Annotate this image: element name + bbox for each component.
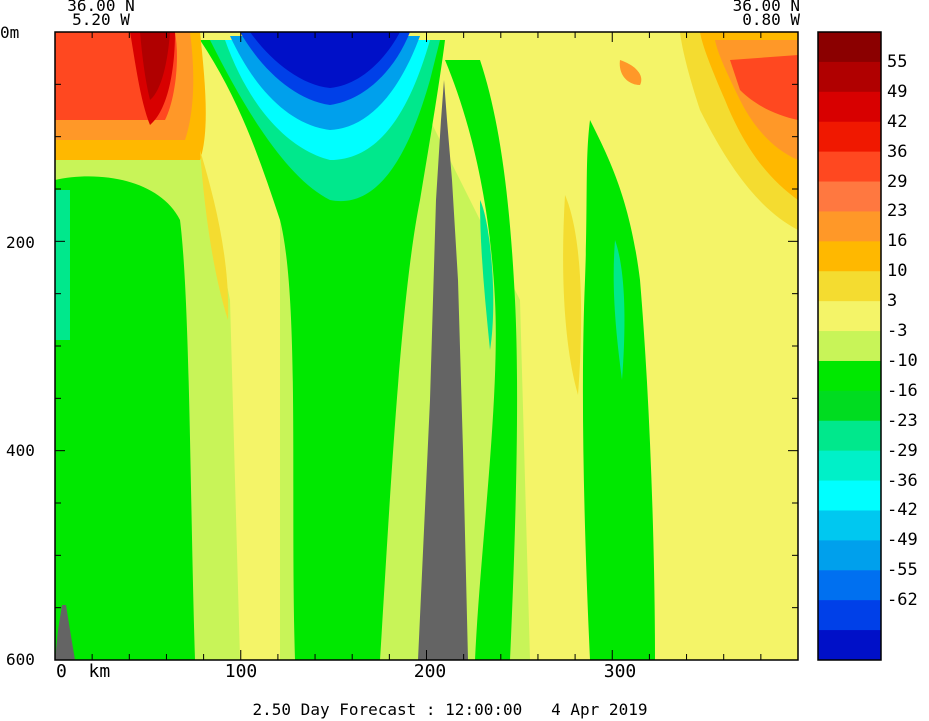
field-teal-right xyxy=(480,200,494,350)
field-green-center xyxy=(200,40,445,660)
right-latitude-label: 36.00 N xyxy=(732,0,800,15)
colorbar-label: -42 xyxy=(887,500,918,521)
colorbar-label: 3 xyxy=(887,291,898,312)
colorbar-label: -16 xyxy=(887,380,918,401)
colorbar-label: 36 xyxy=(887,141,908,162)
colorbar-swatch xyxy=(818,450,881,482)
field-teal-left xyxy=(55,190,70,340)
forecast-footer: 2.50 Day Forecast : 12:00:00 4 Apr 2019 xyxy=(252,700,648,719)
x-tick-label-300: 300 xyxy=(603,661,637,682)
colorbar-label: 55 xyxy=(887,51,908,72)
colorbar-label: -36 xyxy=(887,470,918,491)
colorbar-swatch xyxy=(818,301,881,332)
left-longitude-label: 5.20 W xyxy=(72,10,130,29)
colorbar-swatch xyxy=(818,630,881,661)
y-tick-label-600: 600 xyxy=(6,650,35,669)
colorbar-frame xyxy=(817,31,882,661)
colorbar-swatch xyxy=(818,420,881,452)
colorbar-label: -55 xyxy=(887,560,918,581)
colorbar-swatch xyxy=(818,181,881,212)
colorbar-label: 10 xyxy=(887,261,908,282)
colorbar-swatch xyxy=(818,61,881,93)
left-latitude-label: 36.00 N xyxy=(67,0,135,15)
x-tick-label-200: 200 xyxy=(413,661,447,682)
field-lens-top xyxy=(619,60,642,85)
colorbar-swatch xyxy=(818,510,881,541)
colorbar-swatch xyxy=(818,91,881,123)
axis-ticks xyxy=(54,31,799,661)
field-green-right xyxy=(582,120,655,660)
colorbar-swatch xyxy=(818,331,881,362)
colorbar-label: -23 xyxy=(887,410,918,431)
y-tick-label-400: 400 xyxy=(6,441,35,460)
y-tick-label-200: 200 xyxy=(6,233,35,252)
colorbar-swatch xyxy=(818,121,881,153)
colorbar-swatch xyxy=(818,32,881,63)
colorbar-label: 49 xyxy=(887,81,908,102)
colorbar-swatch xyxy=(818,211,881,242)
x-tick-label-0: 0 km xyxy=(56,661,111,682)
field-green-left xyxy=(55,176,195,660)
right-longitude-label: 0.80 W xyxy=(742,10,800,29)
colorbar-swatch xyxy=(818,480,881,511)
topography-seamount xyxy=(418,80,468,660)
field-darkblue-core xyxy=(250,32,400,88)
field-lens-right xyxy=(563,195,582,395)
colorbar-swatches xyxy=(818,32,881,661)
colorbar-label: 42 xyxy=(887,111,908,132)
colorbar-label: -10 xyxy=(887,350,918,371)
colorbar-label: 29 xyxy=(887,171,908,192)
colorbar-swatch xyxy=(818,390,881,422)
colorbar-label: 23 xyxy=(887,201,908,222)
colorbar-swatch xyxy=(818,570,881,601)
colorbar-swatch xyxy=(818,600,881,631)
heatmap-fields xyxy=(55,32,798,660)
field-darkred-left-2 xyxy=(140,32,170,100)
x-tick-label-100: 100 xyxy=(224,661,258,682)
colorbar-swatch xyxy=(818,241,881,272)
colorbar-label: -62 xyxy=(887,590,918,611)
colorbar-swatch xyxy=(818,540,881,571)
field-green-center-right xyxy=(445,60,518,660)
colorbar-label: -29 xyxy=(887,440,918,461)
colorbar-label: -3 xyxy=(887,321,908,342)
field-red-right xyxy=(730,55,798,120)
y-tick-label-0: 0m xyxy=(0,23,20,42)
colorbar-swatch xyxy=(818,271,881,302)
colorbar-swatch xyxy=(818,151,881,183)
colorbar-label: -49 xyxy=(887,530,918,551)
field-teal-right-2 xyxy=(613,240,625,380)
colorbar-label: 16 xyxy=(887,231,908,252)
topography-slope-left xyxy=(55,605,75,660)
colorbar-swatch xyxy=(818,360,881,392)
field-lens-left xyxy=(200,150,229,320)
